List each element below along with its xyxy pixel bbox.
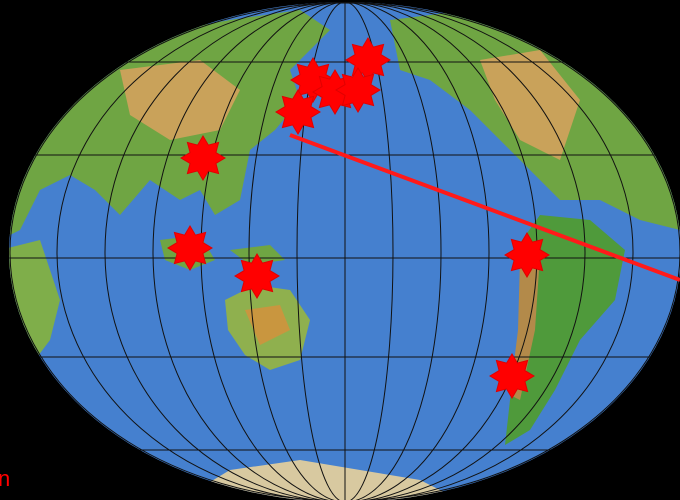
star-marker bbox=[180, 135, 226, 181]
star-marker bbox=[167, 225, 213, 271]
trajectory-line bbox=[289, 133, 680, 282]
star-marker bbox=[489, 353, 535, 399]
annotation: n bbox=[0, 466, 10, 491]
star-marker bbox=[335, 67, 381, 113]
star-marker bbox=[275, 89, 321, 135]
rockies bbox=[480, 50, 580, 160]
star-marker bbox=[504, 232, 550, 278]
asia-highlands bbox=[120, 60, 240, 140]
star-marker bbox=[234, 253, 280, 299]
australia-desert bbox=[245, 305, 290, 345]
